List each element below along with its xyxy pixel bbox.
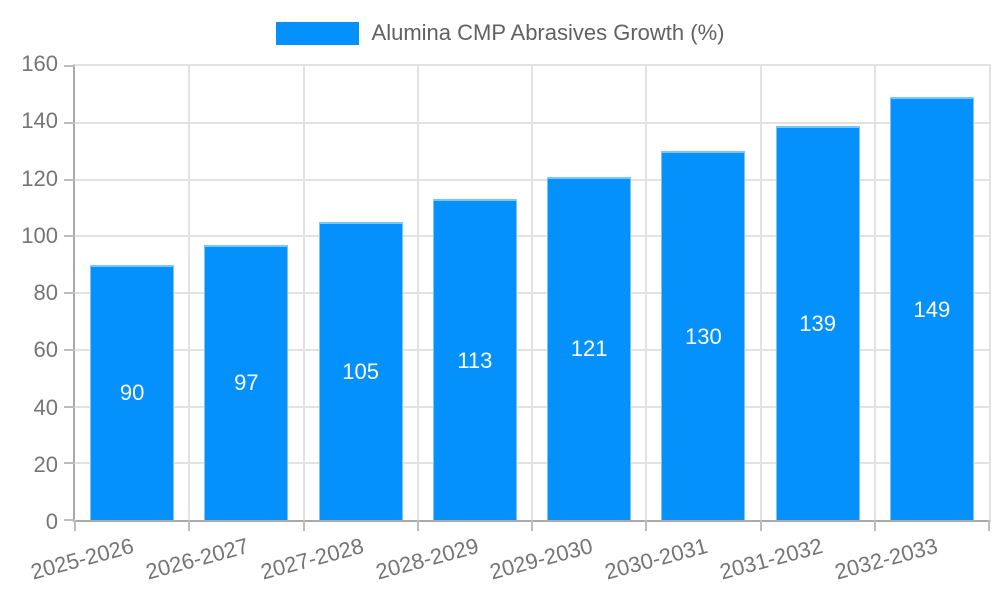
gridline-v: [188, 66, 191, 520]
y-tick-label: 40: [33, 394, 58, 420]
bar[interactable]: 130: [661, 151, 746, 520]
x-tick-label: 2032-2033: [831, 533, 940, 585]
x-tick-label: 2027-2028: [257, 533, 367, 585]
bar-value-label: 113: [457, 347, 493, 373]
y-tick-label: 120: [21, 165, 58, 191]
bar-value-label: 149: [913, 296, 951, 322]
bar[interactable]: 105: [318, 222, 403, 520]
x-axis-labels: 2025-2026 2026-2027 2027-2028 2028-2029 2029…: [28, 533, 991, 600]
gridline-v: [759, 66, 762, 520]
y-tick-mark: [64, 65, 75, 67]
x-tick-mark: [873, 520, 876, 531]
bar-value-label: 139: [799, 310, 836, 336]
y-tick-mark: [64, 292, 75, 294]
y-tick-label: 0: [45, 509, 58, 534]
legend[interactable]: Alumina CMP Abrasives Growth (%): [0, 14, 1000, 52]
y-tick-label: 80: [33, 280, 58, 305]
y-axis-labels: 0 20 40 60 80 100 120 140 160: [0, 53, 58, 533]
x-tick-mark: [988, 520, 990, 531]
y-tick-mark: [64, 235, 75, 238]
bar[interactable]: 113: [432, 199, 517, 520]
x-tick-mark: [416, 520, 419, 531]
legend-label: Alumina CMP Abrasives Growth (%): [371, 20, 725, 45]
plot-area: 90 97 105 113 121 130 139 149: [64, 64, 991, 531]
y-tick-label: 60: [33, 337, 58, 363]
x-tick-mark: [74, 520, 76, 531]
y-tick-label: 160: [21, 51, 58, 76]
bar-value-label: 90: [119, 380, 145, 406]
legend-swatch: [275, 21, 359, 45]
x-tick-label: 2028-2029: [372, 533, 481, 585]
y-tick-label: 140: [21, 108, 58, 134]
y-tick-mark: [64, 405, 75, 408]
y-tick-mark: [64, 178, 75, 181]
x-tick-mark: [759, 520, 762, 531]
gridline-v: [302, 66, 305, 520]
x-tick-mark: [531, 520, 533, 531]
bar[interactable]: 139: [775, 125, 860, 520]
x-tick-label: 2031-2032: [716, 533, 826, 585]
y-tick-mark: [64, 121, 75, 124]
bar-value-label: 97: [234, 370, 259, 396]
gridline-v: [873, 66, 876, 520]
x-tick-label: 2030-2031: [602, 533, 711, 585]
x-tick-label: 2026-2027: [143, 533, 252, 585]
gridline-v: [416, 66, 419, 520]
x-tick-label: 2025-2026: [28, 533, 137, 585]
bar-value-label: 105: [342, 359, 379, 385]
bar[interactable]: 149: [889, 97, 974, 520]
bar-value-label: 121: [570, 336, 608, 362]
y-tick-label: 100: [21, 222, 58, 248]
y-tick-mark: [64, 348, 75, 351]
y-tick-mark: [64, 519, 75, 521]
y-tick-mark: [64, 462, 75, 465]
bar-value-label: 130: [685, 323, 722, 349]
x-tick-mark: [645, 520, 648, 531]
x-tick-label: 2029-2030: [487, 533, 596, 585]
gridline-v: [531, 66, 533, 520]
bar[interactable]: 121: [547, 176, 632, 520]
bar[interactable]: 97: [204, 244, 289, 520]
gridline-v: [645, 66, 648, 520]
bar[interactable]: 90: [90, 264, 175, 520]
x-tick-mark: [188, 520, 191, 531]
x-tick-mark: [302, 520, 305, 531]
y-tick-label: 20: [33, 451, 58, 477]
